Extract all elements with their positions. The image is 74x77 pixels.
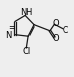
Text: O: O <box>53 34 59 43</box>
Text: Cl: Cl <box>22 48 30 56</box>
Text: N: N <box>5 31 12 40</box>
Text: =: = <box>8 24 15 33</box>
Text: C: C <box>63 26 68 35</box>
Text: O: O <box>53 19 59 28</box>
Text: H: H <box>25 8 32 17</box>
Text: N: N <box>20 8 26 17</box>
